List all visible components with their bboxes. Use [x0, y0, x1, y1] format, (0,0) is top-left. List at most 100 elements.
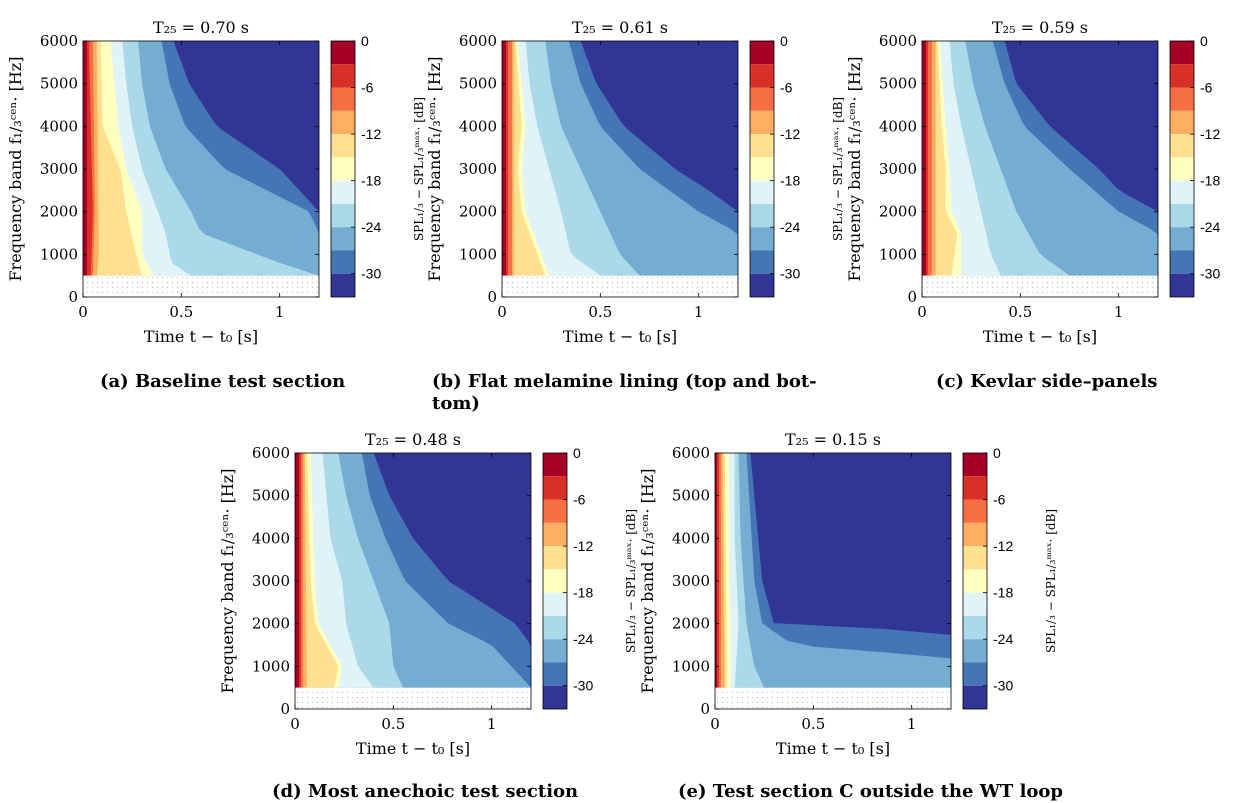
- colorbar-segment: [963, 685, 987, 709]
- y-tick-label: 0: [487, 288, 497, 306]
- colorbar-tick-label: -24: [993, 631, 1013, 647]
- colorbar-segment: [331, 64, 355, 88]
- contour-field-b: [502, 41, 738, 297]
- y-tick-label: 6000: [40, 32, 78, 50]
- colorbar-frame: [542, 452, 568, 710]
- colorbar-segment: [750, 110, 774, 135]
- x-tick-label: 0: [290, 715, 300, 733]
- colorbar-segment: [963, 662, 987, 686]
- contour-region--30: [715, 453, 951, 688]
- plot-title: T₂₅ = 0.70 s: [153, 18, 249, 37]
- colorbar-segment: [1170, 250, 1194, 274]
- colorbar-tick-label: 0: [993, 445, 1001, 461]
- colorbar-segment: [543, 499, 567, 523]
- colorbar-tick-label: -24: [573, 631, 593, 647]
- y-axis-label: Frequency band f₁/₃ᶜᵉⁿ· [Hz]: [845, 57, 864, 282]
- x-tick-label: 1: [487, 715, 497, 733]
- panel-a: 0 0.5 1 0 1000 2000 3000 4000 5000 6000 T₂₅ = 0.70…: [6, 18, 426, 346]
- colorbar-label: SPL₁/₃ − SPL₁/₃ᵐᵃˣ· [dB]: [1044, 509, 1058, 653]
- y-axis-label: Frequency band f₁/₃ᶜᵉⁿ· [Hz]: [425, 57, 444, 282]
- y-tick-label: 0: [907, 288, 917, 306]
- colorbar-segment: [1170, 273, 1194, 297]
- colorbar-tick-label: -18: [780, 173, 800, 189]
- y-axis-label: Frequency band f₁/₃ᶜᵉⁿ· [Hz]: [6, 57, 25, 282]
- y-tick-label: 6000: [879, 32, 917, 50]
- colorbar-segment: [963, 639, 987, 663]
- colorbar-tick-label: 0: [780, 33, 788, 49]
- plot-title: T₂₅ = 0.61 s: [572, 18, 668, 37]
- contour-field-e: [715, 453, 951, 709]
- y-tick-label: 3000: [252, 572, 290, 590]
- colorbar-frame: [962, 452, 988, 710]
- colorbar-segment: [331, 87, 355, 111]
- colorbar-tick-label: -30: [573, 678, 593, 694]
- y-tick-label: 3000: [879, 160, 917, 178]
- x-tick-label: 0: [78, 303, 88, 321]
- colorbar-segment: [543, 569, 567, 593]
- x-axis-label: Time t − t₀ [s]: [983, 327, 1097, 346]
- plot-title: T₂₅ = 0.59 s: [992, 18, 1088, 37]
- contour-field-a: [83, 41, 319, 297]
- contour-region--3: [715, 453, 717, 688]
- colorbar-segment: [963, 546, 987, 570]
- colorbar-label: SPL₁/₃ − SPL₁/₃ᵐᵃˣ· [dB]: [412, 97, 426, 241]
- x-tick-label: 1: [275, 303, 285, 321]
- y-tick-label: 2000: [252, 615, 290, 633]
- contour-field-d: [295, 453, 531, 709]
- colorbar-segment: [543, 476, 567, 500]
- contour-region--3: [83, 41, 87, 276]
- y-tick-label: 1000: [40, 245, 78, 263]
- colorbar-frame: [1169, 40, 1195, 298]
- colorbar-segment: [543, 522, 567, 547]
- colorbar-tick-label: -6: [993, 492, 1006, 508]
- caption-c: (c) Kevlar side–panels: [936, 371, 1158, 392]
- colorbar-label: SPL₁/₃ − SPL₁/₃ᵐᵃˣ· [dB]: [831, 97, 845, 241]
- colorbar-segment: [750, 250, 774, 274]
- x-axis-label: Time t − t₀ [s]: [563, 327, 677, 346]
- y-tick-label: 1000: [672, 657, 710, 675]
- colorbar-segment: [331, 203, 355, 228]
- colorbar-tick-label: 0: [361, 33, 369, 49]
- x-tick-label: 0: [710, 715, 720, 733]
- colorbar-segment: [331, 250, 355, 274]
- y-tick-label: 0: [280, 700, 290, 718]
- contour-region--3: [295, 453, 299, 688]
- colorbar-tick-label: -24: [780, 219, 800, 235]
- colorbar-segment: [331, 157, 355, 181]
- colorbar-tick-label: -6: [780, 80, 793, 96]
- colorbar-frame: [330, 40, 356, 298]
- colorbar-segment: [963, 522, 987, 547]
- y-tick-label: 6000: [672, 444, 710, 462]
- colorbar-segment: [1170, 110, 1194, 135]
- colorbar-segment: [1170, 180, 1194, 204]
- y-tick-label: 0: [68, 288, 78, 306]
- y-tick-label: 4000: [40, 117, 78, 135]
- no-data-region: [295, 687, 531, 709]
- colorbar-tick-label: -18: [993, 585, 1013, 601]
- panel-c: 0 0.5 1 0 1000 2000 3000 4000 5000 6000 T₂₅ = 0.59…: [845, 18, 1220, 346]
- y-tick-label: 2000: [40, 203, 78, 221]
- colorbar-segment: [750, 273, 774, 297]
- caption-b-line1: (b) Flat melamine lining (top and bot-: [432, 371, 817, 392]
- x-tick-label: 0: [497, 303, 507, 321]
- plot-title: T₂₅ = 0.15 s: [785, 430, 881, 449]
- colorbar-segment: [750, 134, 774, 158]
- y-tick-label: 6000: [459, 32, 497, 50]
- y-tick-label: 4000: [459, 117, 497, 135]
- y-tick-label: 3000: [459, 160, 497, 178]
- x-axis-label: Time t − t₀ [s]: [144, 327, 258, 346]
- colorbar-segment: [331, 227, 355, 251]
- colorbar-segment: [1170, 203, 1194, 228]
- caption-b-line2: tom): [432, 393, 480, 414]
- colorbar-tick-label: 0: [1200, 33, 1208, 49]
- no-data-region: [83, 275, 319, 297]
- x-tick-label: 1: [907, 715, 917, 733]
- x-tick-label: 0.5: [801, 715, 825, 733]
- colorbar-segment: [331, 110, 355, 135]
- colorbar-tick-label: 0: [573, 445, 581, 461]
- colorbar-segment: [543, 615, 567, 640]
- colorbar-segment: [331, 273, 355, 297]
- x-tick-label: 0.5: [1008, 303, 1032, 321]
- y-tick-label: 5000: [459, 75, 497, 93]
